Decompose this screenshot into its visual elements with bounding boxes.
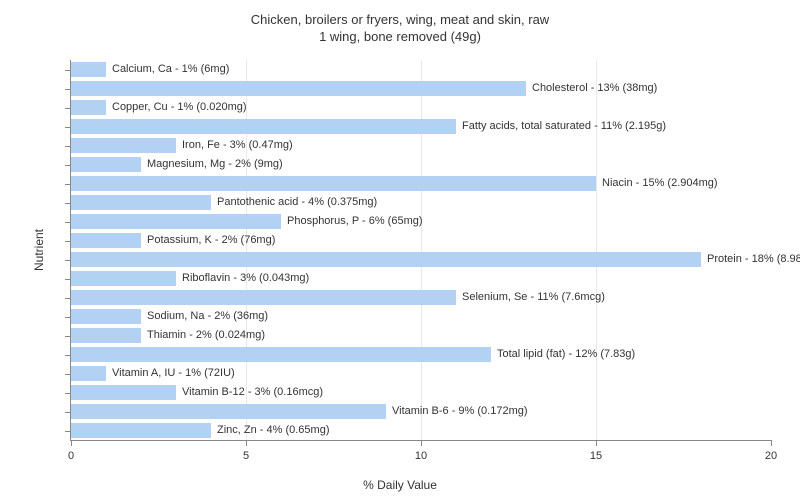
y-tick xyxy=(65,374,71,375)
bar-label: Vitamin B-12 - 3% (0.16mcg) xyxy=(176,385,323,400)
bar-label: Calcium, Ca - 1% (6mg) xyxy=(106,62,229,77)
y-axis-label: Nutrient xyxy=(32,229,46,271)
x-tick-label: 5 xyxy=(243,450,249,462)
gridline xyxy=(596,60,597,440)
bar-label: Protein - 18% (8.98g) xyxy=(701,252,800,267)
y-tick xyxy=(65,203,71,204)
x-tick xyxy=(596,440,597,446)
x-tick-label: 0 xyxy=(68,450,74,462)
y-tick xyxy=(65,431,71,432)
bar xyxy=(71,62,106,77)
x-tick-label: 10 xyxy=(415,450,427,462)
bar xyxy=(71,252,701,267)
bar xyxy=(71,423,211,438)
bar xyxy=(71,100,106,115)
x-tick xyxy=(71,440,72,446)
bar-label: Niacin - 15% (2.904mg) xyxy=(596,176,718,191)
bar-label: Phosphorus, P - 6% (65mg) xyxy=(281,214,423,229)
bar-label: Selenium, Se - 11% (7.6mcg) xyxy=(456,290,605,305)
bar xyxy=(71,271,176,286)
y-tick xyxy=(65,298,71,299)
y-tick xyxy=(65,412,71,413)
y-tick xyxy=(65,222,71,223)
bar xyxy=(71,366,106,381)
y-tick xyxy=(65,70,71,71)
y-tick xyxy=(65,260,71,261)
bar-label: Copper, Cu - 1% (0.020mg) xyxy=(106,100,247,115)
y-tick xyxy=(65,279,71,280)
bar-label: Vitamin A, IU - 1% (72IU) xyxy=(106,366,235,381)
bar xyxy=(71,233,141,248)
bar-label: Vitamin B-6 - 9% (0.172mg) xyxy=(386,404,528,419)
bar-label: Pantothenic acid - 4% (0.375mg) xyxy=(211,195,377,210)
bar-label: Magnesium, Mg - 2% (9mg) xyxy=(141,157,283,172)
gridline xyxy=(246,60,247,440)
bar-label: Fatty acids, total saturated - 11% (2.19… xyxy=(456,119,666,134)
bar xyxy=(71,309,141,324)
bar-label: Total lipid (fat) - 12% (7.83g) xyxy=(491,347,635,362)
x-tick-label: 20 xyxy=(765,450,777,462)
bar-label: Riboflavin - 3% (0.043mg) xyxy=(176,271,309,286)
bar xyxy=(71,157,141,172)
bar xyxy=(71,328,141,343)
y-tick xyxy=(65,241,71,242)
y-tick xyxy=(65,127,71,128)
x-tick xyxy=(421,440,422,446)
bar xyxy=(71,119,456,134)
y-tick xyxy=(65,336,71,337)
y-tick xyxy=(65,393,71,394)
bar-label: Cholesterol - 13% (38mg) xyxy=(526,81,657,96)
bar xyxy=(71,138,176,153)
bar-label: Thiamin - 2% (0.024mg) xyxy=(141,328,265,343)
y-tick xyxy=(65,89,71,90)
bar xyxy=(71,214,281,229)
plot-area: 05101520Calcium, Ca - 1% (6mg)Cholestero… xyxy=(70,60,771,441)
y-tick xyxy=(65,146,71,147)
x-tick xyxy=(246,440,247,446)
bar xyxy=(71,404,386,419)
bar xyxy=(71,81,526,96)
chart-title: Chicken, broilers or fryers, wing, meat … xyxy=(0,0,800,46)
bar xyxy=(71,290,456,305)
x-tick-label: 15 xyxy=(590,450,602,462)
gridline xyxy=(421,60,422,440)
nutrient-chart: Chicken, broilers or fryers, wing, meat … xyxy=(0,0,800,500)
bar xyxy=(71,195,211,210)
y-tick xyxy=(65,355,71,356)
bar xyxy=(71,385,176,400)
x-tick xyxy=(771,440,772,446)
title-line-2: 1 wing, bone removed (49g) xyxy=(319,29,481,44)
x-axis-label: % Daily Value xyxy=(363,478,437,492)
y-tick xyxy=(65,317,71,318)
bar-label: Sodium, Na - 2% (36mg) xyxy=(141,309,268,324)
bar xyxy=(71,176,596,191)
y-tick xyxy=(65,184,71,185)
bar-label: Potassium, K - 2% (76mg) xyxy=(141,233,275,248)
y-tick xyxy=(65,108,71,109)
title-line-1: Chicken, broilers or fryers, wing, meat … xyxy=(251,12,549,27)
bar-label: Iron, Fe - 3% (0.47mg) xyxy=(176,138,293,153)
bar xyxy=(71,347,491,362)
y-tick xyxy=(65,165,71,166)
bar-label: Zinc, Zn - 4% (0.65mg) xyxy=(211,423,329,438)
